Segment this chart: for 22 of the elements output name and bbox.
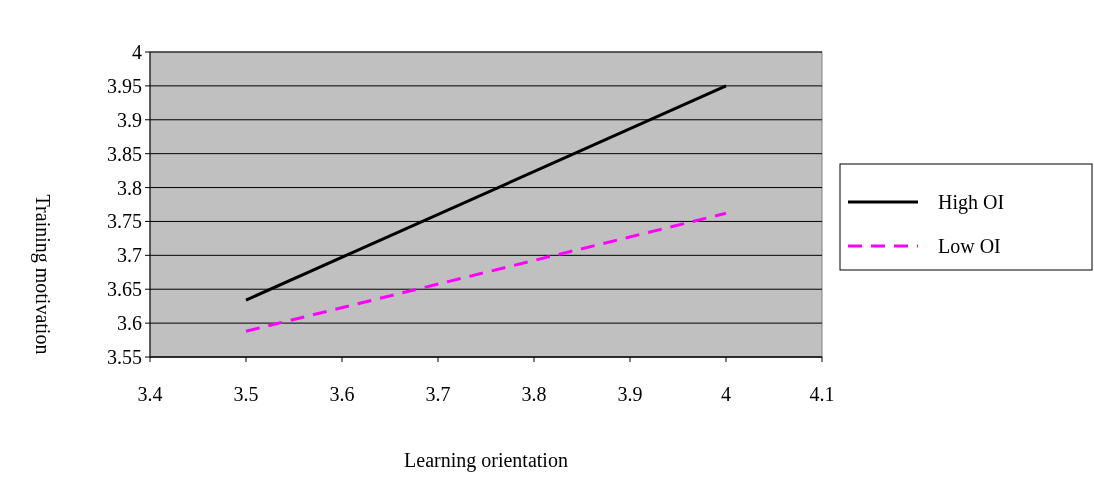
y-axis-title: Training motivation xyxy=(31,194,54,355)
y-tick-label: 3.85 xyxy=(107,142,142,165)
x-tick-label: 3.5 xyxy=(233,383,259,405)
y-tick-label: 3.6 xyxy=(117,312,142,335)
y-tick-label: 3.9 xyxy=(117,108,142,131)
y-tick-label: 3.75 xyxy=(107,210,142,233)
x-tick-label: 3.4 xyxy=(137,383,163,405)
y-tick-label: 3.65 xyxy=(107,278,142,301)
y-tick-label: 3.8 xyxy=(117,176,142,199)
legend-label: Low OI xyxy=(938,235,1001,257)
x-tick-label: 4.1 xyxy=(809,383,835,405)
x-tick-label: 3.7 xyxy=(425,383,451,405)
x-tick-label: 3.9 xyxy=(617,383,643,405)
x-tick-label: 4 xyxy=(721,383,731,405)
y-tick-label: 3.7 xyxy=(117,244,142,267)
x-tick-label: 3.8 xyxy=(521,383,547,405)
legend-label: High OI xyxy=(938,191,1005,214)
y-tick-label: 3.95 xyxy=(107,74,142,97)
y-tick-label: 4 xyxy=(132,41,142,63)
x-tick-label: 3.6 xyxy=(329,383,355,405)
x-axis-title: Learning orientation xyxy=(404,449,568,472)
y-tick-label: 3.55 xyxy=(107,346,142,368)
